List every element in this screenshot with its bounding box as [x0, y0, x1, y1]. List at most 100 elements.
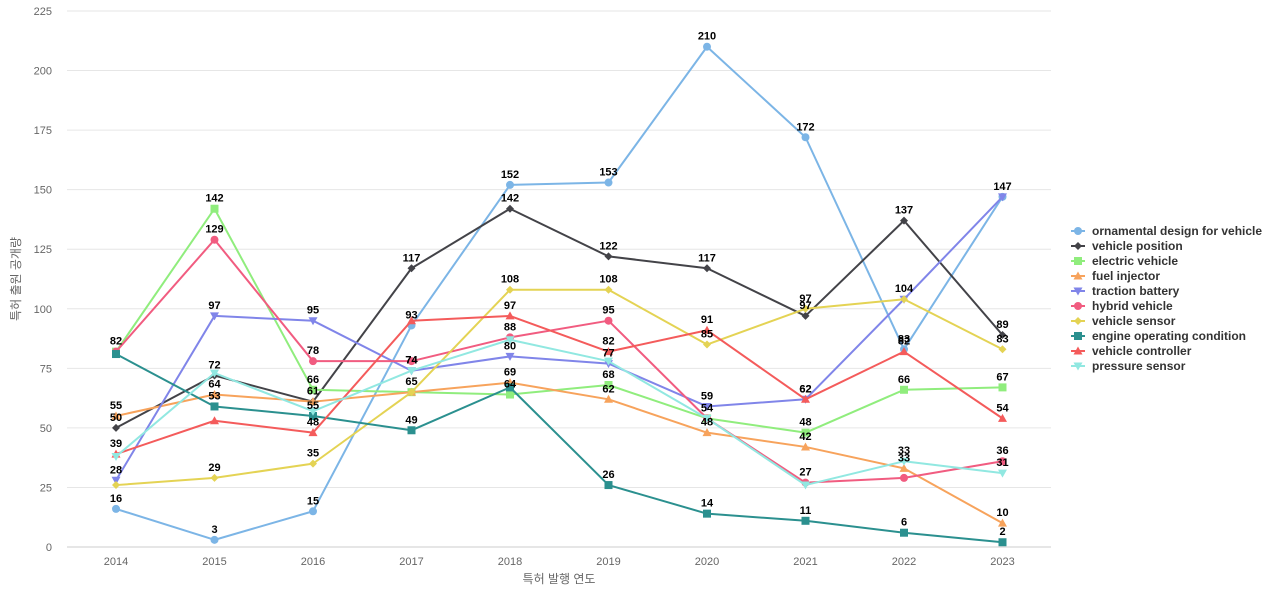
legend-item[interactable]: engine operating condition: [1071, 329, 1246, 343]
legend-item[interactable]: electric vehicle: [1071, 254, 1178, 268]
data-point: [998, 413, 1007, 422]
data-label: 48: [701, 417, 713, 429]
x-tick-label: 2021: [793, 556, 817, 568]
data-point: [407, 316, 416, 325]
data-point: [604, 357, 613, 366]
x-tick-label: 2017: [399, 556, 423, 568]
legend-item[interactable]: pressure sensor: [1071, 359, 1186, 373]
data-label: 28: [110, 464, 122, 476]
x-tick-label: 2016: [301, 556, 325, 568]
data-point: [506, 285, 514, 294]
data-label: 93: [405, 309, 417, 321]
legend-label: ornamental design for vehicle: [1092, 224, 1262, 238]
data-point: [309, 357, 317, 366]
data-label: 97: [504, 300, 516, 312]
series-4: [111, 193, 1007, 485]
data-point: [505, 311, 515, 320]
legend-label: vehicle controller: [1092, 344, 1192, 358]
data-label: 88: [504, 321, 516, 333]
y-tick-label: 50: [40, 423, 52, 435]
data-point: [604, 178, 613, 187]
data-point: [111, 411, 121, 420]
legend-item[interactable]: vehicle sensor: [1071, 314, 1176, 328]
legend-marker: [1074, 242, 1082, 250]
data-point: [900, 385, 908, 394]
data-point: [604, 316, 613, 325]
data-label: 64: [208, 379, 221, 391]
data-label: 95: [602, 305, 614, 317]
data-point: [604, 394, 613, 403]
data-label: 117: [698, 252, 716, 264]
data-point: [899, 347, 909, 356]
data-point: [702, 402, 712, 411]
data-point: [998, 518, 1007, 527]
data-point: [998, 457, 1007, 466]
data-label: 55: [110, 400, 122, 412]
y-tick-label: 150: [34, 185, 52, 197]
series-7: [112, 350, 1007, 547]
data-label: 83: [996, 333, 1008, 345]
data-label: 15: [307, 495, 319, 507]
data-label: 62: [799, 383, 811, 395]
legend-item[interactable]: vehicle controller: [1071, 344, 1192, 358]
legend-item[interactable]: fuel injector: [1071, 269, 1160, 283]
data-point: [801, 304, 810, 313]
series-5: [112, 235, 1007, 487]
x-tick-label: 2014: [104, 556, 128, 568]
data-point: [801, 442, 810, 451]
x-tick-label: 2020: [695, 556, 719, 568]
y-tick-label: 125: [34, 244, 52, 256]
legend-item[interactable]: vehicle position: [1071, 239, 1183, 253]
data-label: 72: [208, 359, 220, 371]
data-label: 36: [996, 445, 1008, 457]
data-label: 62: [799, 383, 811, 395]
data-label: 11: [800, 505, 812, 517]
data-point: [998, 330, 1007, 339]
series-line: [115, 238, 1003, 484]
series-lines: [111, 42, 1007, 547]
legend-marker: [1074, 302, 1082, 310]
series-line: [115, 45, 1004, 541]
data-point: [407, 426, 416, 435]
data-point: [308, 317, 318, 326]
y-tick-label: 75: [40, 363, 52, 375]
data-point: [505, 352, 515, 361]
series-6: [112, 285, 1007, 490]
data-point: [604, 252, 613, 261]
legend-marker: [1074, 257, 1082, 265]
y-tick-label: 225: [34, 6, 52, 18]
data-label: 27: [799, 467, 811, 479]
data-label: 142: [501, 193, 519, 205]
data-label: 68: [602, 369, 614, 381]
data-label: 3: [211, 524, 217, 536]
data-label: 122: [599, 240, 617, 252]
data-point: [210, 390, 219, 399]
series-line: [115, 207, 1003, 434]
legend-item[interactable]: traction battery: [1071, 284, 1180, 298]
data-point: [900, 473, 908, 482]
data-label: 74: [405, 355, 418, 367]
legend-label: fuel injector: [1092, 269, 1160, 283]
data-label: 31: [996, 457, 1008, 469]
data-point: [801, 516, 810, 525]
data-label: 129: [205, 224, 223, 236]
data-point: [506, 390, 514, 399]
y-tick-label: 0: [46, 542, 52, 554]
legend-label: electric vehicle: [1092, 254, 1178, 268]
legend-item[interactable]: hybrid vehicle: [1071, 299, 1173, 313]
legend-label: traction battery: [1092, 284, 1180, 298]
data-label: 33: [898, 452, 910, 464]
data-label: 108: [501, 274, 519, 286]
data-point: [604, 347, 613, 356]
data-label: 153: [599, 167, 617, 179]
data-label: 33: [898, 445, 910, 457]
legend-marker: [1074, 317, 1082, 325]
grid-lines: [67, 10, 1051, 548]
legend-item[interactable]: ornamental design for vehicle: [1071, 224, 1262, 238]
data-point: [998, 469, 1007, 478]
data-label: 210: [698, 31, 716, 43]
legend-label: pressure sensor: [1092, 359, 1186, 373]
data-point: [998, 345, 1007, 354]
data-point: [900, 216, 908, 225]
